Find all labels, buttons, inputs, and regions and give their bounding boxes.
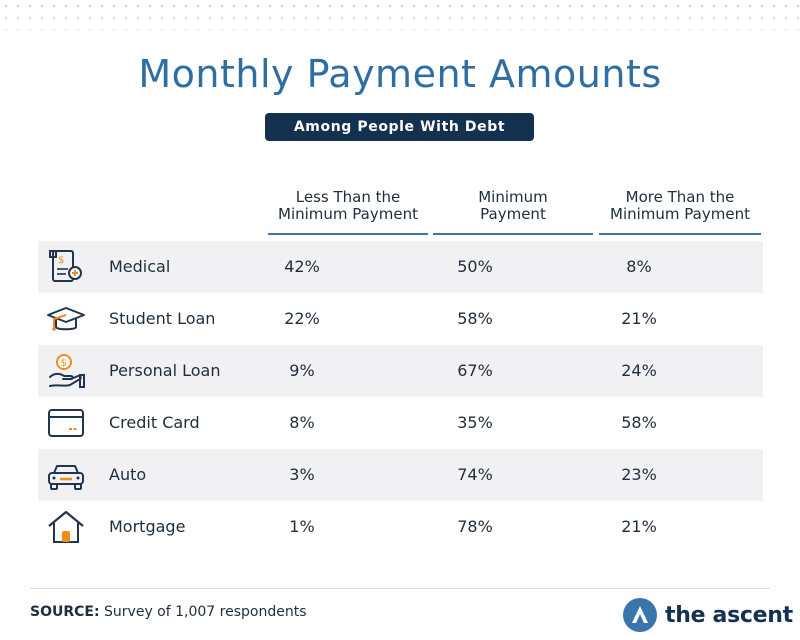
cell-less-than: 3% [289,465,315,484]
column-header-more-than: More Than the Minimum Payment [610,188,750,223]
cell-minimum: 78% [457,517,493,536]
cell-less-than: 8% [289,413,315,432]
row-label: Credit Card [109,413,200,432]
cell-more-than: 21% [621,309,657,328]
cell-minimum: 58% [457,309,493,328]
source-label: SOURCE: [30,604,100,620]
svg-text:$: $ [61,358,67,369]
column-rule [599,233,761,235]
hand-coin-icon: $ [49,354,85,388]
table-row: Student Loan 22% 58% 21% [38,293,763,345]
table-row: Auto 3% 74% 23% [38,449,763,501]
cell-less-than: 1% [289,517,315,536]
subtitle-badge: Among People With Debt [265,113,534,141]
cell-minimum: 35% [457,413,493,432]
row-label: Personal Loan [109,361,221,380]
table-row: Credit Card 8% 35% 58% [38,397,763,449]
graduation-cap-icon [47,307,85,331]
table-row: $ Personal Loan 9% 67% 24% [38,345,763,397]
brand-logo: the ascent [623,598,793,632]
source-text: Survey of 1,007 respondents [104,604,307,620]
cell-more-than: 8% [626,257,652,276]
column-header-less-than: Less Than the Minimum Payment [278,188,418,223]
row-label: Mortgage [109,517,186,536]
credit-card-icon [48,409,84,437]
row-label: Auto [109,465,147,484]
cell-more-than: 21% [621,517,657,536]
column-rule [433,233,593,235]
cell-more-than: 23% [621,465,657,484]
cell-less-than: 22% [284,309,320,328]
car-icon [48,465,84,490]
row-label: Student Loan [109,309,216,328]
medical-bill-icon: $ [49,250,82,282]
column-header-minimum: Minimum Payment [478,188,548,223]
cell-less-than: 42% [284,257,320,276]
table-row: $ Medical 42% 50% 8% [38,241,763,293]
footer-divider [30,588,770,589]
page-title: Monthly Payment Amounts [138,52,662,96]
source-note: SOURCE: Survey of 1,007 respondents [30,604,307,620]
ascent-logo-icon [623,598,657,632]
dot-pattern [0,0,800,40]
cell-more-than: 58% [621,413,657,432]
cell-more-than: 24% [621,361,657,380]
cell-minimum: 67% [457,361,493,380]
column-rule [268,233,428,235]
cell-minimum: 50% [457,257,493,276]
brand-name: the ascent [665,602,793,628]
row-label: Medical [109,257,171,276]
cell-less-than: 9% [289,361,315,380]
svg-text:$: $ [58,255,64,266]
table-row: Mortgage 1% 78% 21% [38,501,763,553]
cell-minimum: 74% [457,465,493,484]
house-icon [48,510,84,543]
